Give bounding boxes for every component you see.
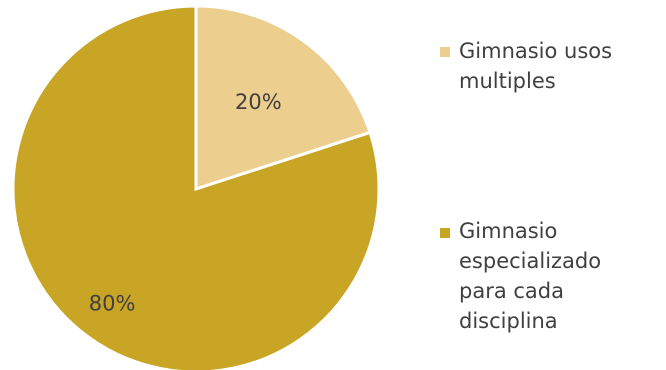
legend-label-multiuso: Gimnasio usos multiples [459, 39, 613, 93]
legend-label-especializado: Gimnasio especializado para cada discipl… [459, 219, 602, 333]
pie-data-label-1: 80% [89, 291, 136, 315]
legend-swatch-multiuso [440, 47, 450, 57]
pie-chart: 20% 80% [11, 4, 381, 370]
pie-slice-0 [194, 4, 372, 192]
pie-slice-1 [11, 4, 381, 370]
legend-swatch-especializado [440, 228, 450, 238]
chart-legend: Gimnasio usos multiples Gimnasio especia… [440, 0, 660, 370]
pie-data-label-0: 20% [235, 90, 282, 114]
